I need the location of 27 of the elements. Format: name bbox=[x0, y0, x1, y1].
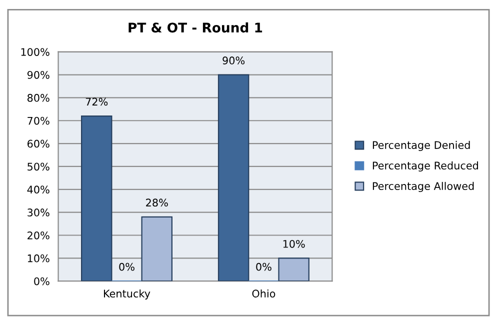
bar bbox=[141, 216, 172, 282]
bar bbox=[218, 74, 250, 282]
y-tick-label: 20% bbox=[28, 231, 50, 240]
y-tick-label: 90% bbox=[27, 70, 50, 79]
y-tick-label: 30% bbox=[28, 208, 50, 216]
legend-label: Percentage Denied bbox=[372, 140, 470, 152]
x-tick-label: Kentucky bbox=[104, 289, 150, 300]
y-tick-label: 40% bbox=[27, 186, 50, 194]
y-tick-label: 50% bbox=[28, 162, 50, 171]
y-tick-label: 80% bbox=[27, 94, 50, 102]
data-label: 90% bbox=[222, 56, 245, 64]
data-label: 0% bbox=[119, 262, 134, 271]
data-label: 72% bbox=[86, 98, 108, 106]
data-label: 28% bbox=[146, 198, 168, 207]
data-label: 0% bbox=[256, 262, 272, 271]
y-tick-label: 10% bbox=[28, 254, 50, 262]
y-tick-label: 100% bbox=[21, 48, 50, 56]
y-tick-label: 70% bbox=[28, 116, 50, 125]
legend-label: Percentage Reduced bbox=[372, 161, 478, 172]
y-tick-label: 60% bbox=[28, 140, 50, 148]
x-tick-label: Ohio bbox=[252, 289, 276, 298]
y-tick-label: 0% bbox=[34, 277, 50, 286]
chart-title: PT & OT - Round 1 bbox=[128, 22, 262, 33]
bar bbox=[80, 115, 112, 282]
data-label: 10% bbox=[283, 240, 305, 248]
legend-label: Percentage Allowed bbox=[372, 182, 474, 192]
bar bbox=[278, 258, 310, 282]
